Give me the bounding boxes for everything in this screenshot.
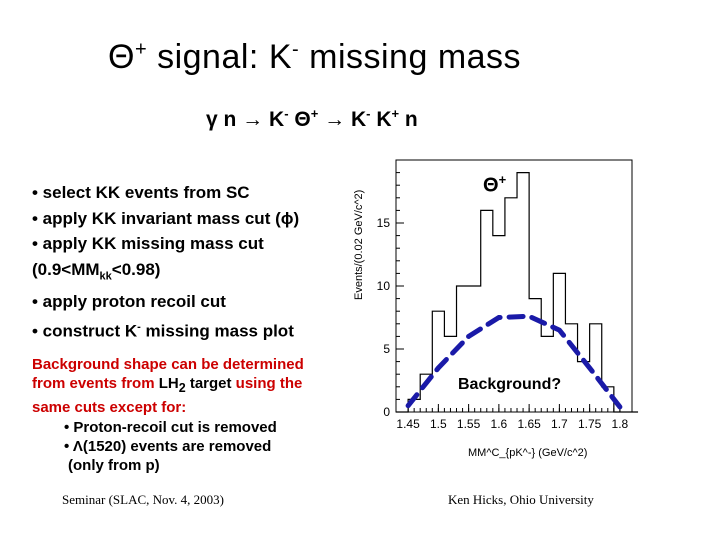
y-tick-label: 5 bbox=[383, 342, 390, 356]
analysis-steps: • select KK events from SC • apply KK in… bbox=[32, 180, 362, 344]
background-fit-curve bbox=[405, 313, 623, 410]
y-tick-label: 10 bbox=[377, 279, 391, 293]
bullet-missing-mass-cut: • apply KK missing mass cut bbox=[32, 234, 264, 253]
bullet-proton-recoil-cut: • apply proton recoil cut bbox=[32, 292, 226, 312]
y-axis-label: Events/(0.02 GeV/c^2) bbox=[353, 190, 365, 300]
slide-title: Θ+ signal: K- missing mass bbox=[108, 38, 522, 76]
bg-note-line: • Λ(1520) events are removed bbox=[64, 437, 272, 455]
y-tick-label: 0 bbox=[383, 405, 390, 419]
bg-note-line: same cuts except for: bbox=[32, 399, 187, 417]
x-tick-label: 1.7 bbox=[551, 417, 568, 431]
x-tick-label: 1.8 bbox=[612, 417, 629, 431]
bullet-missing-mass-range: (0.9<MMkk<0.98) bbox=[32, 259, 161, 282]
author-footer: Ken Hicks, Ohio University bbox=[448, 492, 594, 507]
bullet-invariant-mass-cut: • apply KK invariant mass cut (ϕ) bbox=[32, 208, 300, 228]
x-tick-label: 1.6 bbox=[491, 417, 508, 431]
y-tick-label: 15 bbox=[377, 216, 391, 230]
x-tick-label: 1.65 bbox=[517, 417, 541, 431]
bg-note-line: from events from LH2 target using the bbox=[32, 375, 303, 396]
histogram-bin bbox=[565, 324, 577, 412]
histogram-bin bbox=[541, 336, 553, 412]
x-tick-label: 1.55 bbox=[457, 417, 481, 431]
bullet-select-events: • select KK events from SC bbox=[32, 183, 250, 202]
background-note: Background shape can be determined from … bbox=[32, 355, 362, 475]
bullet-construct-plot: • construct K- missing mass plot bbox=[32, 320, 294, 341]
background-question-label: Background? bbox=[458, 376, 562, 393]
seminar-footer: Seminar (SLAC, Nov. 4, 2003) bbox=[62, 492, 225, 507]
bg-note-line: • Proton-recoil cut is removed bbox=[64, 418, 277, 436]
theta-peak-label: Θ+ bbox=[483, 172, 507, 197]
x-tick-label: 1.45 bbox=[396, 417, 420, 431]
histogram-bars bbox=[396, 172, 639, 413]
bg-note-line: (only from p) bbox=[68, 457, 160, 475]
reaction-equation: γ n → K- Θ+ → K- K+ n bbox=[206, 106, 418, 131]
bg-note-line: Background shape can be determined bbox=[32, 356, 304, 373]
x-tick-label: 1.75 bbox=[578, 417, 602, 431]
x-tick-label: 1.5 bbox=[430, 417, 447, 431]
background-curve bbox=[405, 313, 623, 410]
histogram-outline bbox=[396, 172, 639, 413]
x-axis-label: MM^C_{pK^-} (GeV/c^2) bbox=[468, 447, 587, 459]
